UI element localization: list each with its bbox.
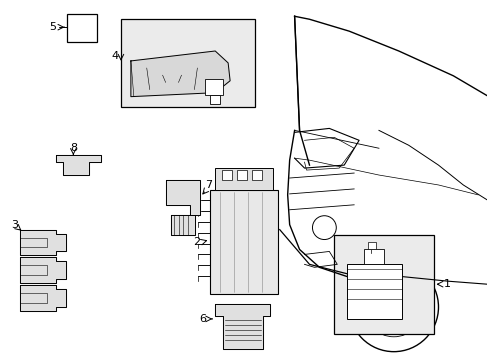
Bar xyxy=(237,170,246,180)
Bar xyxy=(251,170,262,180)
Text: 4: 4 xyxy=(112,51,119,61)
Polygon shape xyxy=(165,180,200,215)
Bar xyxy=(121,19,254,107)
Polygon shape xyxy=(20,285,66,311)
Bar xyxy=(334,235,433,334)
Text: 8: 8 xyxy=(70,143,77,153)
Polygon shape xyxy=(20,230,66,255)
Bar xyxy=(215,168,272,190)
Bar xyxy=(222,170,232,180)
Text: 2: 2 xyxy=(193,237,200,247)
Text: 5: 5 xyxy=(49,22,56,32)
Text: 7: 7 xyxy=(204,180,211,190)
Bar xyxy=(364,249,383,264)
Polygon shape xyxy=(215,304,269,349)
Bar xyxy=(67,14,97,42)
Polygon shape xyxy=(20,257,66,283)
Bar xyxy=(210,95,220,104)
Bar xyxy=(205,79,223,95)
Bar xyxy=(346,264,401,319)
Bar xyxy=(210,190,277,294)
Polygon shape xyxy=(56,155,101,175)
Text: 1: 1 xyxy=(443,279,449,289)
Polygon shape xyxy=(170,215,195,235)
Polygon shape xyxy=(131,51,230,96)
Bar xyxy=(367,242,375,249)
Text: 6: 6 xyxy=(199,314,206,324)
Text: 3: 3 xyxy=(11,220,18,230)
